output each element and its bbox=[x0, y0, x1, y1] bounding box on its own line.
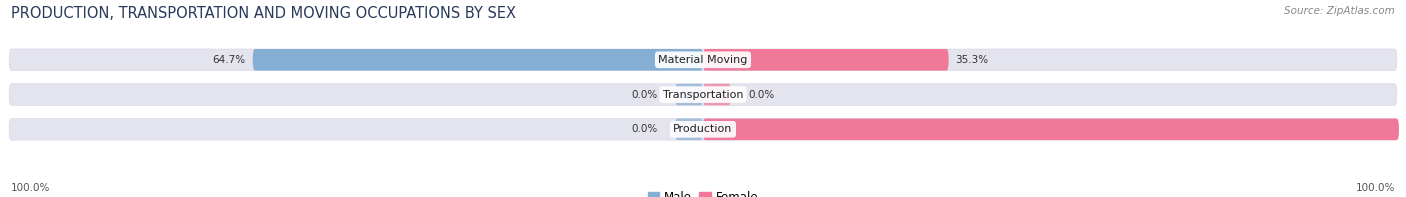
FancyBboxPatch shape bbox=[253, 49, 703, 71]
Text: Material Moving: Material Moving bbox=[658, 55, 748, 65]
FancyBboxPatch shape bbox=[703, 119, 1399, 140]
Text: 100.0%: 100.0% bbox=[11, 183, 51, 193]
Text: 35.3%: 35.3% bbox=[956, 55, 988, 65]
FancyBboxPatch shape bbox=[10, 84, 1396, 105]
Text: Production: Production bbox=[673, 124, 733, 134]
FancyBboxPatch shape bbox=[10, 49, 1396, 71]
FancyBboxPatch shape bbox=[675, 119, 703, 140]
FancyBboxPatch shape bbox=[675, 84, 703, 105]
Text: 0.0%: 0.0% bbox=[748, 90, 775, 99]
Text: 0.0%: 0.0% bbox=[631, 90, 658, 99]
Text: 64.7%: 64.7% bbox=[212, 55, 246, 65]
Text: PRODUCTION, TRANSPORTATION AND MOVING OCCUPATIONS BY SEX: PRODUCTION, TRANSPORTATION AND MOVING OC… bbox=[11, 6, 516, 21]
FancyBboxPatch shape bbox=[703, 84, 731, 105]
Text: Source: ZipAtlas.com: Source: ZipAtlas.com bbox=[1284, 6, 1395, 16]
FancyBboxPatch shape bbox=[10, 119, 1396, 140]
FancyBboxPatch shape bbox=[703, 49, 949, 71]
Text: 0.0%: 0.0% bbox=[631, 124, 658, 134]
Legend: Male, Female: Male, Female bbox=[643, 187, 763, 197]
Text: 100.0%: 100.0% bbox=[1355, 183, 1395, 193]
Text: Transportation: Transportation bbox=[662, 90, 744, 99]
